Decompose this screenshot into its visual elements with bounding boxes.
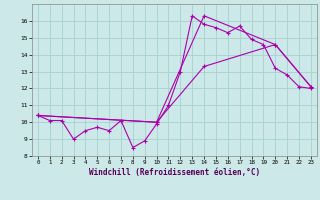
- X-axis label: Windchill (Refroidissement éolien,°C): Windchill (Refroidissement éolien,°C): [89, 168, 260, 177]
